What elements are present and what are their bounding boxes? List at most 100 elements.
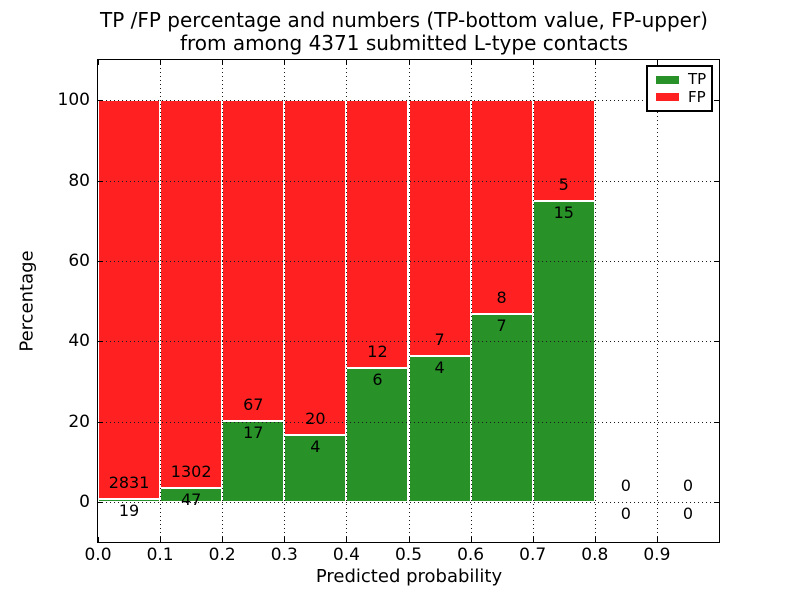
y-tick-mark bbox=[98, 501, 103, 503]
tp-count-label: 6 bbox=[372, 369, 383, 389]
tp-bar-segment bbox=[532, 200, 595, 502]
y-tick-mark bbox=[714, 100, 719, 102]
chart-title-line2: from among 4371 submitted L-type contact… bbox=[179, 31, 629, 55]
tp-legend-swatch bbox=[656, 75, 679, 84]
y-tick-label: 80 bbox=[68, 170, 90, 191]
x-tick-mark bbox=[656, 60, 658, 65]
tp-bar-segment bbox=[98, 499, 161, 502]
y-tick-label: 20 bbox=[68, 411, 90, 432]
x-tick-label: 0.4 bbox=[332, 545, 360, 565]
legend: TP FP bbox=[646, 65, 713, 112]
y-tick-mark bbox=[98, 421, 103, 423]
fp-count-label: 0 bbox=[682, 475, 694, 495]
x-tick-label: 0.2 bbox=[208, 545, 236, 565]
x-tick-mark bbox=[594, 537, 596, 542]
fp-bar-segment bbox=[408, 100, 471, 356]
y-tick-mark bbox=[714, 421, 719, 423]
x-tick-mark bbox=[222, 60, 224, 65]
fp-count-label: 67 bbox=[243, 394, 264, 414]
tp-bar-segment bbox=[408, 355, 471, 502]
fp-bar-segment bbox=[346, 100, 409, 368]
tp-count-label: 0 bbox=[682, 503, 694, 523]
x-gridline bbox=[284, 60, 286, 542]
x-axis-label: Predicted probability bbox=[315, 566, 503, 587]
x-tick-mark bbox=[594, 60, 596, 65]
x-tick-mark bbox=[470, 537, 472, 542]
tp-count-label: 7 bbox=[496, 316, 507, 336]
y-tick-label: 60 bbox=[68, 250, 90, 271]
fp-count-label: 12 bbox=[367, 341, 388, 361]
x-tick-mark bbox=[222, 537, 224, 542]
x-tick-mark bbox=[408, 60, 410, 65]
x-tick-mark bbox=[346, 537, 348, 542]
x-tick-label: 0.8 bbox=[581, 545, 609, 565]
x-tick-mark bbox=[656, 537, 658, 542]
fp-bar-segment bbox=[470, 100, 533, 315]
chart-title: TP /FP percentage and numbers (TP-bottom… bbox=[100, 9, 708, 55]
x-gridline bbox=[222, 60, 224, 542]
y-tick-mark bbox=[714, 501, 719, 503]
legend-entry-tp: TP bbox=[656, 70, 707, 89]
x-gridline bbox=[656, 60, 658, 542]
fp-bar-segment bbox=[284, 100, 347, 435]
fp-bar-segment bbox=[160, 100, 223, 488]
y-tick-mark bbox=[714, 260, 719, 262]
fp-bar-segment bbox=[98, 100, 161, 500]
x-tick-mark bbox=[532, 60, 534, 65]
fp-count-label: 2831 bbox=[108, 473, 150, 493]
x-tick-mark bbox=[470, 60, 472, 65]
x-tick-mark bbox=[160, 537, 162, 542]
x-tick-mark bbox=[532, 537, 534, 542]
fp-count-label: 8 bbox=[496, 288, 507, 308]
y-tick-mark bbox=[98, 341, 103, 343]
x-tick-mark bbox=[284, 537, 286, 542]
x-tick-label: 0.7 bbox=[519, 545, 547, 565]
tp-bar-segment bbox=[346, 367, 409, 502]
y-tick-mark bbox=[714, 341, 719, 343]
x-tick-label: 0.6 bbox=[457, 545, 485, 565]
legend-entry-fp: FP bbox=[656, 87, 706, 106]
tp-count-label: 0 bbox=[620, 503, 631, 523]
x-tick-mark bbox=[408, 537, 410, 542]
y-tick-mark bbox=[98, 100, 103, 102]
fp-legend-swatch bbox=[656, 93, 679, 102]
x-gridline bbox=[346, 60, 348, 542]
x-tick-label: 0.9 bbox=[643, 545, 671, 565]
x-tick-label: 0.3 bbox=[270, 545, 298, 565]
y-tick-label: 40 bbox=[68, 331, 90, 352]
x-gridline bbox=[160, 60, 162, 542]
x-gridline bbox=[532, 60, 534, 542]
fp-count-label: 20 bbox=[305, 408, 326, 428]
x-tick-mark bbox=[160, 60, 162, 65]
x-tick-mark bbox=[284, 60, 286, 65]
x-tick-mark bbox=[98, 537, 99, 542]
tp-count-label: 47 bbox=[180, 489, 202, 509]
fp-count-label: 1302 bbox=[170, 461, 212, 481]
fp-count-label: 5 bbox=[558, 174, 569, 194]
tp-count-label: 15 bbox=[553, 202, 574, 222]
tp-legend-label: TP bbox=[688, 70, 707, 89]
x-tick-label: 0.5 bbox=[394, 545, 423, 565]
tp-count-label: 19 bbox=[118, 501, 140, 521]
fp-bar-segment bbox=[532, 100, 595, 201]
x-gridline bbox=[408, 60, 410, 542]
tp-count-label: 17 bbox=[243, 422, 264, 442]
chart-title-line1: TP /FP percentage and numbers (TP-bottom… bbox=[100, 8, 708, 32]
tp-bar-segment bbox=[470, 314, 533, 502]
y-tick-mark bbox=[98, 260, 103, 262]
x-tick-mark bbox=[346, 60, 348, 65]
x-gridline bbox=[470, 60, 472, 542]
y-tick-label: 100 bbox=[57, 90, 90, 111]
y-tick-label: 0 bbox=[79, 491, 90, 512]
y-tick-mark bbox=[98, 180, 103, 182]
fp-count-label: 0 bbox=[620, 475, 631, 495]
tp-count-label: 4 bbox=[310, 436, 321, 456]
x-tick-label: 0.0 bbox=[84, 545, 112, 565]
fp-legend-label: FP bbox=[688, 87, 706, 106]
plot-area: 2831 19 1302 47 67 17 20 4 12 6 7 4 8 7 5 15 0 0 0 0 TP FP bbox=[97, 59, 720, 543]
x-gridline bbox=[594, 60, 596, 542]
y-tick-mark bbox=[714, 180, 719, 182]
fp-count-label: 7 bbox=[434, 329, 445, 349]
x-tick-mark bbox=[98, 60, 99, 65]
